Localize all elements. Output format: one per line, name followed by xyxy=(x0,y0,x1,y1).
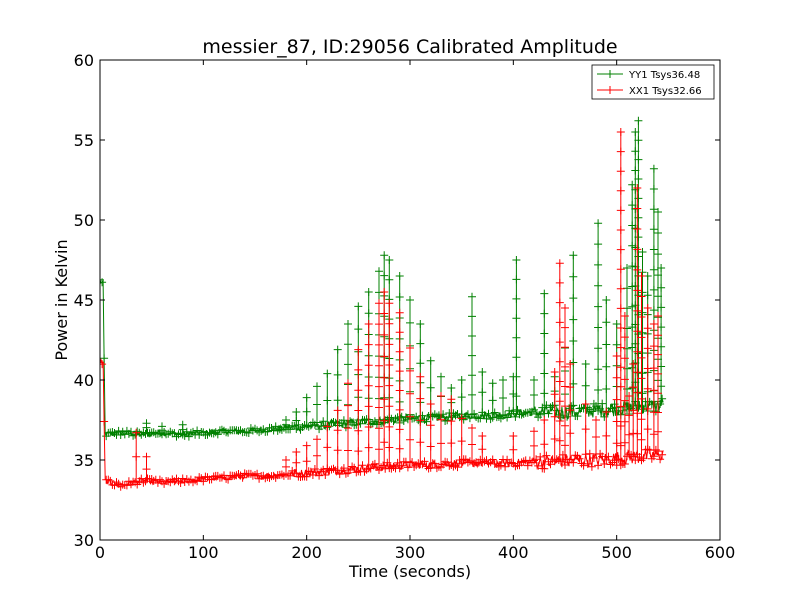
y-tick-label-0: 30 xyxy=(74,531,94,550)
x-tick-label-3: 300 xyxy=(395,543,426,562)
x-tick-label-0: 0 xyxy=(95,543,105,562)
y-tick-label-6: 60 xyxy=(74,51,94,70)
series-markers-1 xyxy=(100,128,667,491)
series-line-0 xyxy=(100,120,664,439)
y-tick-label-1: 35 xyxy=(74,451,94,470)
legend-marker-1 xyxy=(606,86,614,94)
chart-title: messier_87, ID:29056 Calibrated Amplitud… xyxy=(202,36,617,58)
ticks-layer: 0 100 200 300 400 500 600 30 35 40 45 50 55 60 xyxy=(74,51,736,562)
x-tick-label-2: 200 xyxy=(291,543,322,562)
x-tick-label-6: 600 xyxy=(705,543,736,562)
x-tick-label-4: 400 xyxy=(498,543,529,562)
series-layer xyxy=(100,116,667,491)
series-1 xyxy=(100,128,667,491)
legend-box xyxy=(591,64,715,100)
y-tick-label-5: 55 xyxy=(74,131,94,150)
legend-label-1: XX1 Tsys32.66 xyxy=(629,86,702,97)
y-axis-label: Power in Kelvin xyxy=(52,239,71,360)
series-markers-0 xyxy=(100,116,667,441)
x-tick-label-1: 100 xyxy=(188,543,219,562)
series-marker-path-1 xyxy=(100,128,667,491)
x-tick-label-5: 500 xyxy=(601,543,632,562)
legend: YY1 Tsys36.48 XX1 Tsys32.66 xyxy=(591,64,715,100)
y-tick-label-2: 40 xyxy=(74,371,94,390)
legend-marker-0 xyxy=(606,70,614,78)
series-marker-path-0 xyxy=(100,116,667,441)
legend-label-0: YY1 Tsys36.48 xyxy=(628,70,700,81)
y-tick-label-3: 45 xyxy=(74,291,94,310)
legend-entries: YY1 Tsys36.48 XX1 Tsys32.66 xyxy=(597,70,702,97)
y-tick-label-4: 50 xyxy=(74,211,94,230)
x-axis-label: Time (seconds) xyxy=(348,562,471,581)
series-0 xyxy=(100,116,667,441)
